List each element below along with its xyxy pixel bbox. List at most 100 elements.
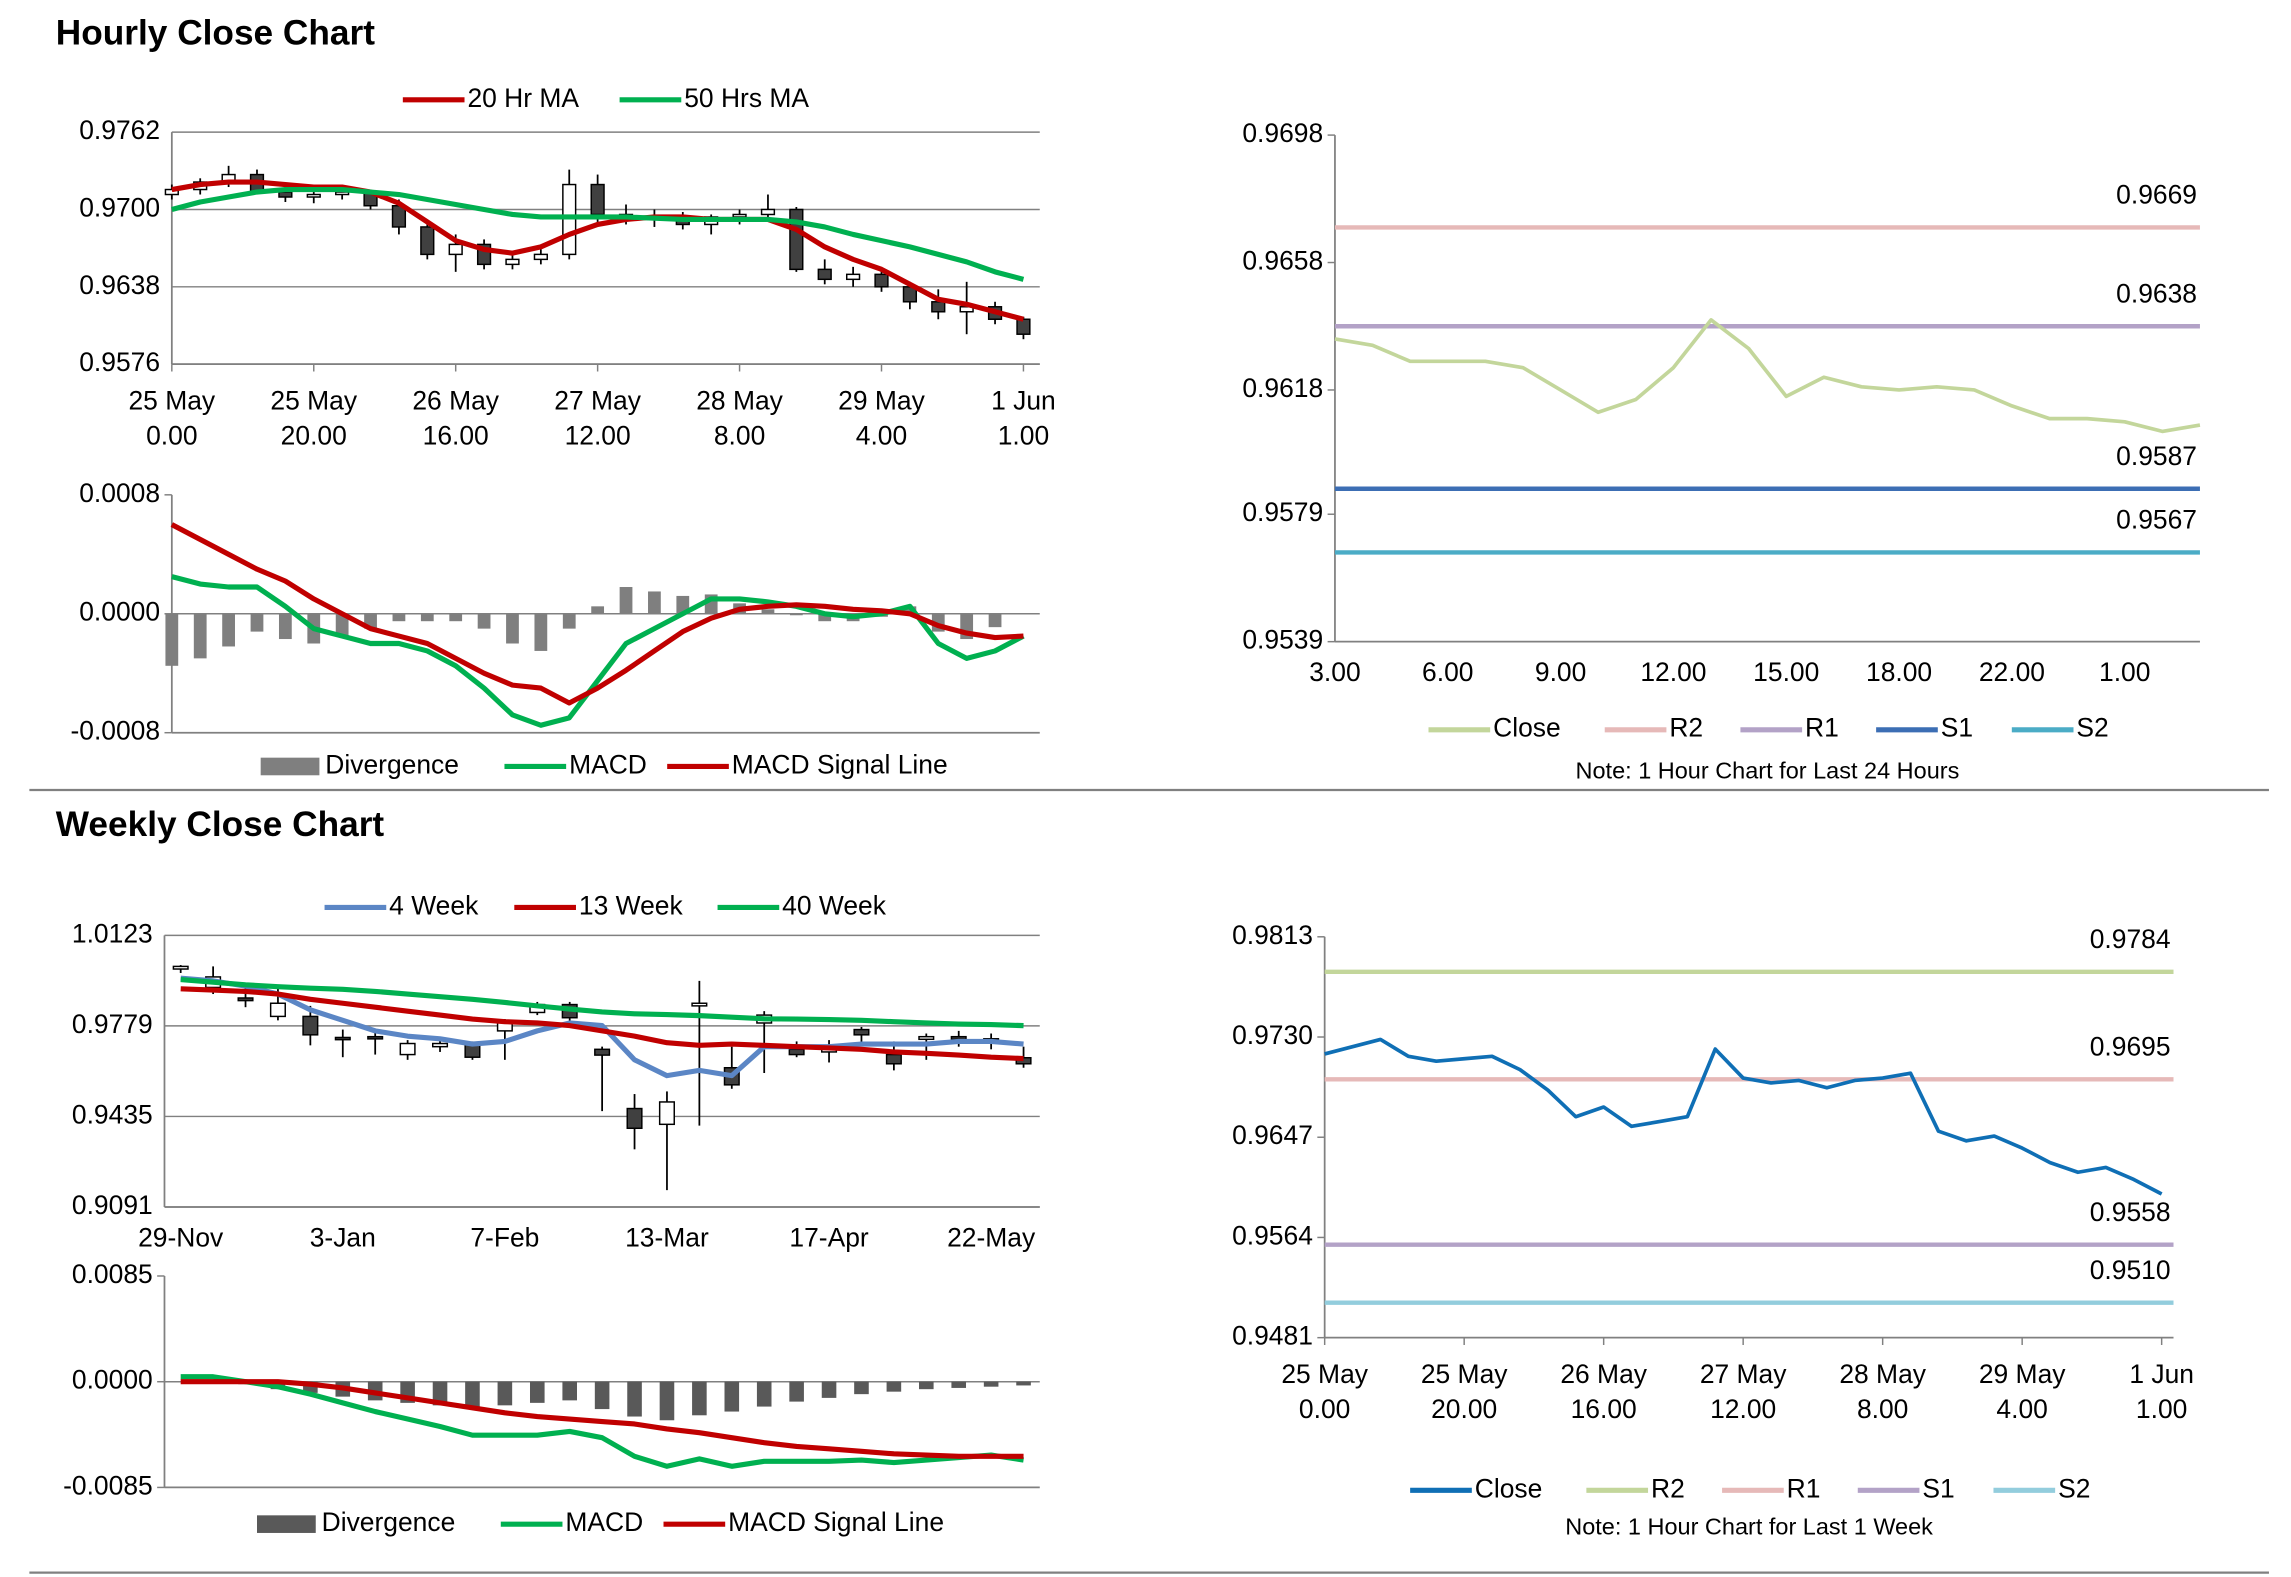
x-tick-label: 17-Apr [789, 1222, 869, 1252]
divergence-bar [761, 609, 775, 614]
candle-body [432, 1042, 449, 1048]
divergence-bar [562, 1381, 577, 1401]
x-tick-label: 20.00 [281, 421, 347, 451]
x-tick-label: 20.00 [1431, 1394, 1497, 1424]
candle-body [594, 1048, 611, 1056]
x-tick-label: 28 May [696, 385, 783, 415]
y-tick-label: 0.9698 [1242, 118, 1323, 148]
y-tick-label: 0.9618 [1242, 373, 1323, 403]
candle-body [399, 1042, 416, 1056]
x-tick-label: 1 Jun [2129, 1359, 2194, 1389]
divergence-bar [432, 1381, 448, 1406]
x-tick-label: 8.00 [714, 421, 765, 451]
divergence-bar [886, 1381, 902, 1392]
legend-label: Divergence [325, 749, 459, 779]
x-tick-label: 12.00 [1640, 657, 1706, 687]
x-tick-label: 29 May [1979, 1359, 2066, 1389]
candle-body [237, 997, 254, 1002]
candle-body [732, 213, 747, 218]
y-tick-label: -0.0008 [70, 716, 160, 746]
y-tick-label: 0.9435 [72, 1099, 153, 1129]
section-title: Hourly Close Chart [56, 14, 375, 53]
y-tick-label: 0.9091 [72, 1190, 153, 1220]
candle-body [1016, 318, 1031, 335]
legend-label: 50 Hrs MA [684, 83, 809, 113]
divergence-bar [497, 1381, 513, 1406]
legend-label: Close [1493, 713, 1561, 743]
candle-body [448, 243, 463, 256]
divergence-bar [165, 613, 179, 666]
legend-label: 20 Hr MA [467, 83, 579, 113]
series-line [1324, 1037, 2163, 1196]
x-tick-label: 22-May [947, 1222, 1036, 1252]
candle-body [505, 258, 520, 266]
candle-body [626, 1107, 643, 1130]
candle-body [918, 1035, 935, 1041]
legend-swatch [260, 757, 320, 776]
x-tick-label: 3-Jan [310, 1222, 376, 1252]
y-tick-label: 1.0123 [72, 918, 153, 948]
divergence-bar [627, 1381, 642, 1417]
series-line [1334, 318, 2201, 434]
divergence-bar [594, 1381, 610, 1410]
candle-body [788, 1048, 805, 1056]
candle-body [760, 208, 776, 216]
divergence-bar [392, 613, 406, 622]
y-tick-label: 0.0000 [72, 1365, 153, 1395]
y-tick-label: 0.9813 [1232, 920, 1313, 950]
legend-label: R2 [1669, 713, 1703, 743]
x-tick-label: 29-Nov [138, 1222, 224, 1252]
x-tick-label: 0.00 [1299, 1394, 1350, 1424]
candle-body [789, 208, 804, 271]
y-tick-label: 0.9638 [79, 270, 160, 300]
legend-label: S2 [2058, 1473, 2090, 1503]
x-tick-label: 9.00 [1535, 657, 1586, 687]
x-tick-label: 27 May [554, 385, 641, 415]
y-tick-label: 0.9564 [1232, 1220, 1313, 1250]
level-label: 0.9587 [2116, 441, 2197, 471]
divergence-bar [821, 1381, 837, 1398]
x-tick-label: 25 May [270, 385, 357, 415]
x-tick-label: 25 May [1281, 1359, 1368, 1389]
series-line [180, 975, 1024, 1079]
legend-label: 40 Week [782, 890, 887, 920]
level-label: 0.9558 [2090, 1197, 2171, 1227]
x-tick-label: 15.00 [1753, 657, 1819, 687]
divergence-bar [477, 613, 491, 629]
level-label: 0.9638 [2116, 278, 2197, 308]
series-line [180, 1374, 1024, 1469]
candle-body [533, 253, 548, 261]
legend-label: R1 [1805, 713, 1839, 743]
y-tick-label: 0.0000 [79, 597, 160, 627]
series-line [170, 522, 1024, 706]
legend-swatch [257, 1515, 316, 1533]
section-title: Weekly Close Chart [56, 805, 385, 844]
divergence-bar [449, 613, 463, 622]
x-tick-label: 1.00 [2136, 1394, 2187, 1424]
series-line [180, 986, 1024, 1062]
series-line [171, 574, 1025, 728]
candle-body [658, 1101, 675, 1126]
candle-body [278, 191, 293, 198]
x-tick-label: 4.00 [1996, 1394, 2047, 1424]
divergence-bar [1016, 1381, 1031, 1386]
divergence-bar [951, 1381, 967, 1388]
x-tick-label: 3.00 [1309, 657, 1360, 687]
divergence-bar [193, 613, 207, 659]
divergence-bar [724, 1381, 740, 1412]
divergence-bar [506, 613, 519, 644]
divergence-bar [789, 613, 803, 616]
candle-body [334, 1036, 351, 1041]
divergence-bar [420, 613, 434, 622]
candle-body [817, 268, 832, 281]
y-tick-label: 0.9658 [1242, 246, 1323, 276]
divergence-bar [562, 613, 576, 629]
chart-note: Note: 1 Hour Chart for Last 1 Week [1565, 1514, 1933, 1540]
divergence-bar [335, 613, 349, 637]
x-tick-label: 18.00 [1866, 657, 1932, 687]
candle-body [885, 1053, 902, 1065]
divergence-bar [983, 1381, 999, 1387]
divergence-bar [692, 1381, 707, 1416]
